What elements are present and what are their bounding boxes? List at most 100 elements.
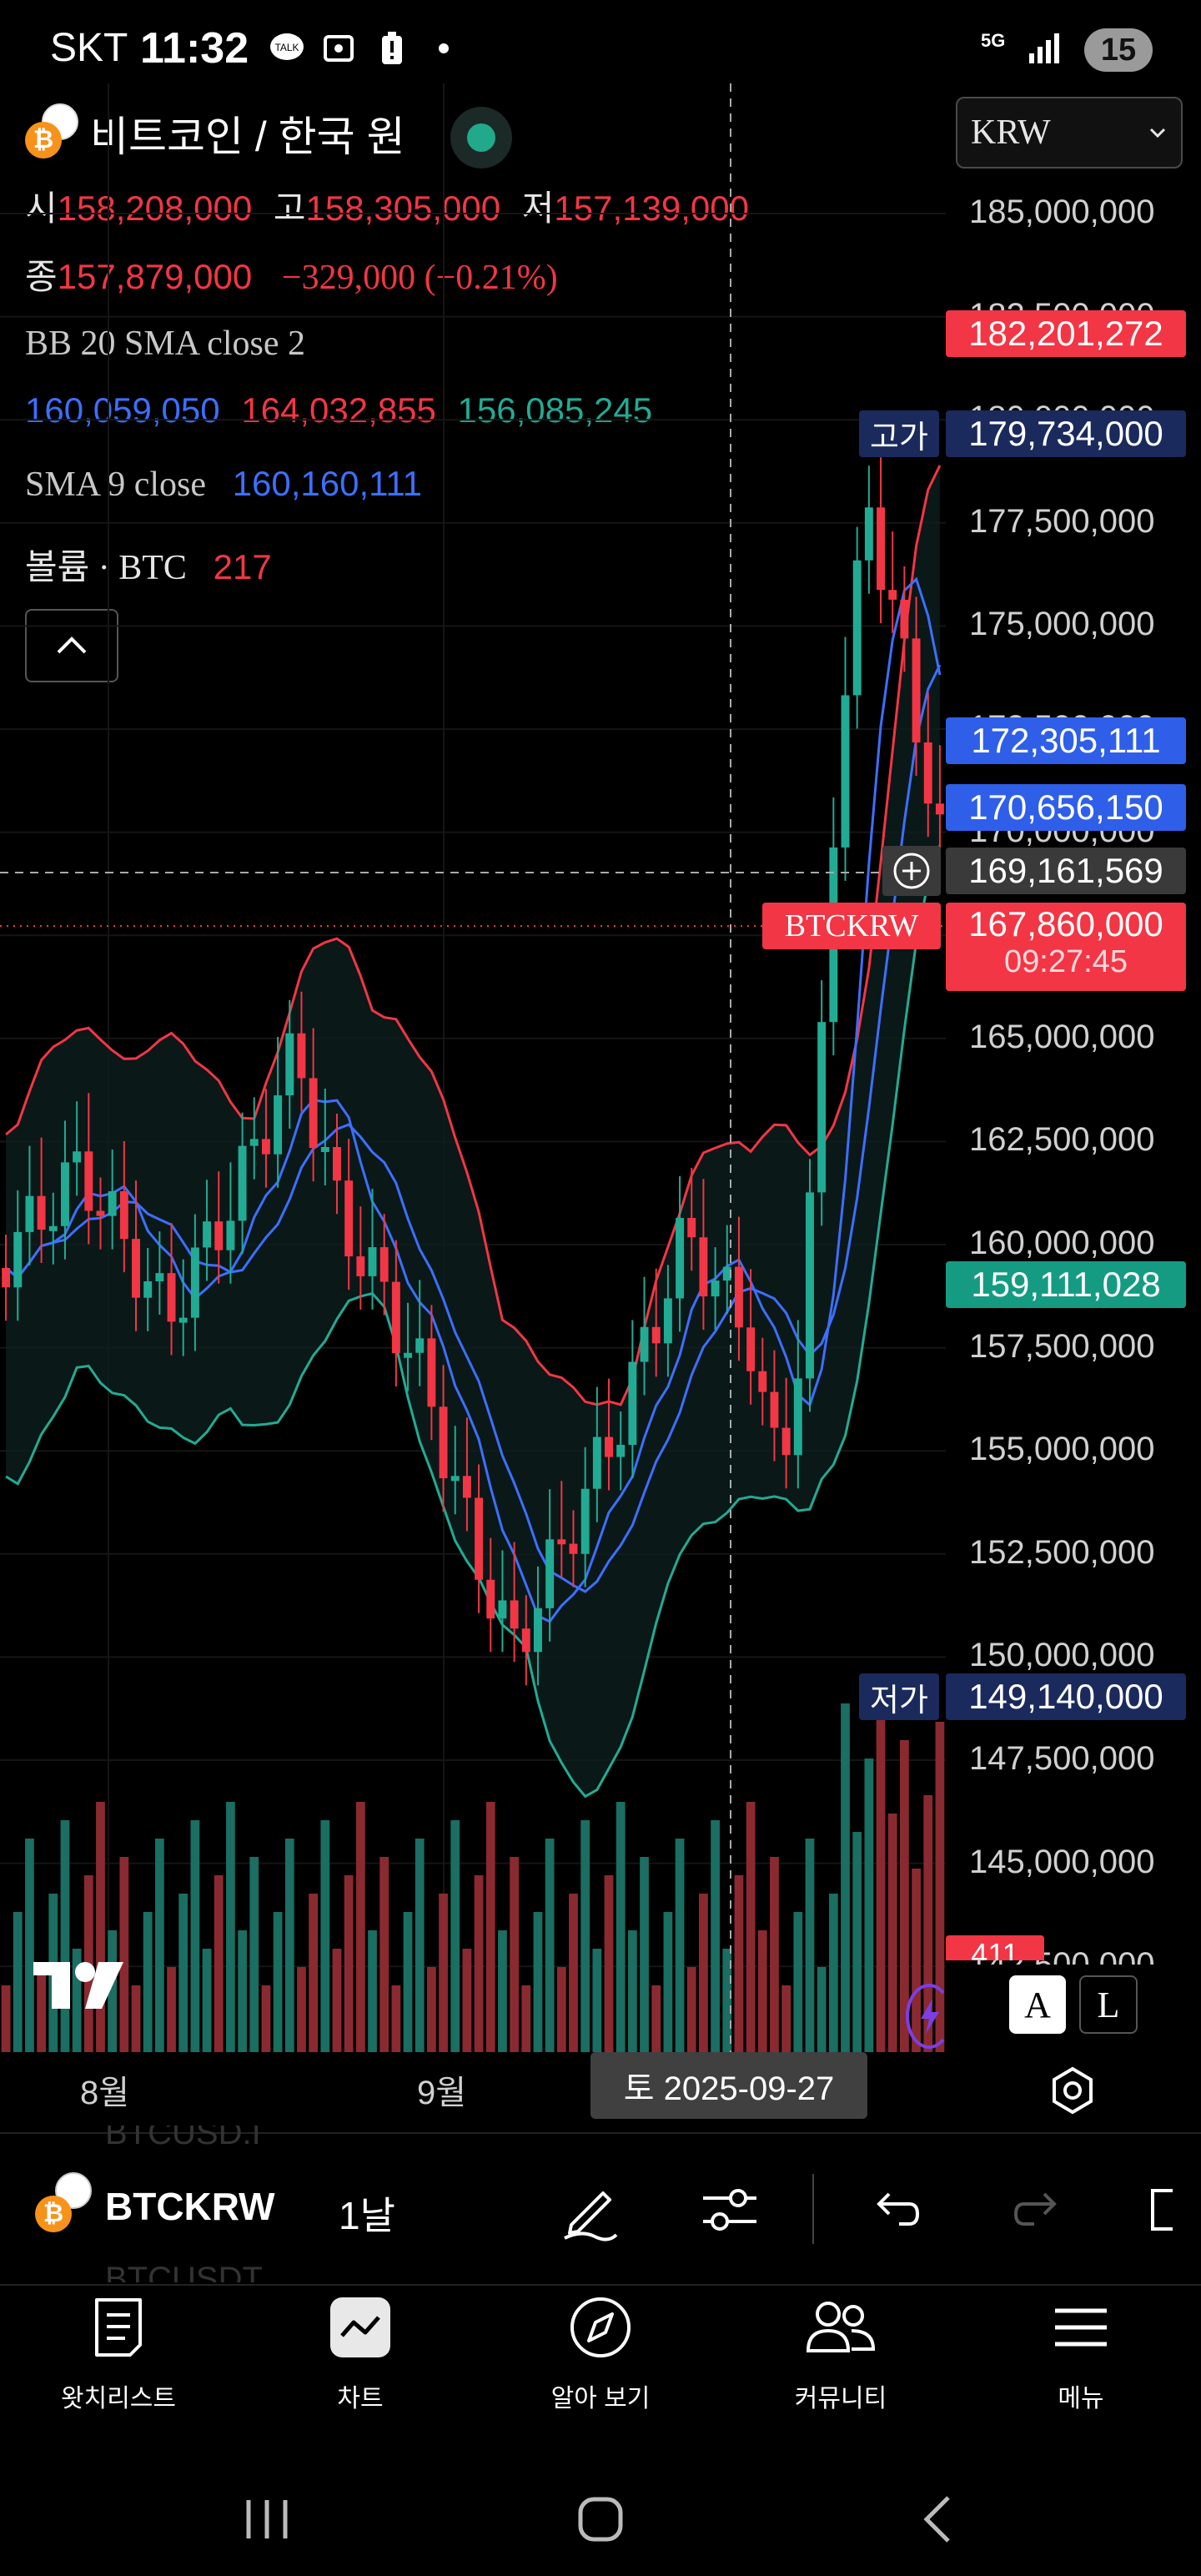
candle-body	[226, 1220, 235, 1250]
nav-explore[interactable]: 알아 보기	[517, 2286, 684, 2414]
candle-body	[923, 742, 932, 804]
volume-bar	[427, 1967, 436, 2052]
svg-text:TALK: TALK	[274, 42, 299, 53]
volume-bar	[627, 1930, 637, 2052]
candle-body	[605, 1436, 613, 1457]
add-alert-button[interactable]	[882, 846, 941, 896]
sma-value: 160,160,111	[232, 464, 423, 503]
high-value: 158,305,000	[305, 189, 501, 228]
nav-chart[interactable]: 차트	[277, 2286, 444, 2414]
volume-bar	[238, 1930, 247, 2052]
volume-bar	[569, 1894, 578, 2052]
volume-bar	[616, 1802, 626, 2052]
volume-bar	[686, 1967, 696, 2052]
volume-bar	[190, 1820, 200, 2052]
candle-body	[274, 1095, 283, 1155]
lightning-icon[interactable]	[906, 1984, 952, 2049]
auto-scale-button[interactable]: A	[1009, 1975, 1066, 2034]
volume-bar	[37, 1967, 46, 2052]
candle-body	[108, 1190, 117, 1216]
volume-bar	[167, 1967, 176, 2052]
redo-button[interactable]	[1001, 2172, 1076, 2247]
nav-label: 왓치리스트	[61, 2385, 176, 2412]
candle-body	[852, 560, 862, 696]
sma-row[interactable]: SMA 9 close 160,160,111	[25, 464, 422, 505]
fullscreen-button[interactable]	[1143, 2172, 1201, 2247]
candle-body	[912, 638, 921, 743]
volume-bar	[309, 1894, 319, 2052]
log-scale-button[interactable]: L	[1079, 1975, 1138, 2034]
candle-body	[61, 1162, 69, 1226]
market-open-dot-icon	[467, 123, 495, 152]
last-price-value: 167,860,000	[968, 904, 1163, 943]
candle-body	[84, 1151, 93, 1211]
symbol-title[interactable]: 비트코인 / 한국 원	[90, 113, 405, 160]
volume-bar	[699, 1894, 708, 2052]
volume-indicator-label: 볼륨 · BTC	[25, 549, 187, 587]
candle-body	[510, 1600, 519, 1629]
volume-bar	[415, 1839, 425, 2052]
home-button[interactable]	[550, 2478, 651, 2561]
dot-icon	[425, 30, 462, 67]
volume-bar	[368, 1930, 377, 2052]
bb-values-row: 160,059,050 164,032,855 156,085,245	[25, 390, 652, 430]
currency-select[interactable]: KRW	[956, 97, 1183, 169]
symbol-list-next[interactable]: BTCUSDT	[105, 2261, 263, 2282]
recent-apps-button[interactable]	[217, 2478, 317, 2561]
volume-bar	[320, 1820, 330, 2052]
candle-body	[427, 1338, 436, 1407]
volume-bar	[131, 1985, 141, 2052]
currency-select-value: KRW	[971, 113, 1051, 152]
volume-bar	[154, 1839, 164, 2052]
volume-bar	[439, 1894, 448, 2052]
volume-row[interactable]: 볼륨 · BTC 217	[25, 539, 272, 590]
volume-bar	[533, 1912, 543, 2052]
nav-community[interactable]: 커뮤니티	[757, 2286, 924, 2414]
bb-indicator-label[interactable]: BB 20 SMA close 2	[25, 325, 306, 363]
nav-label: 알아 보기	[550, 2385, 651, 2412]
symbol-list-prev[interactable]: BTCUSD.I	[105, 2126, 261, 2149]
candle-body	[356, 1256, 365, 1276]
collapse-legend-button[interactable]	[25, 609, 118, 682]
undo-button[interactable]	[857, 2172, 932, 2247]
price-axis-tick: 177,500,000	[969, 502, 1155, 540]
candle-body	[379, 1247, 389, 1282]
candle-body	[132, 1239, 140, 1298]
drawing-tools-button[interactable]	[552, 2172, 627, 2247]
candle-body	[368, 1247, 377, 1276]
candle-body	[746, 1327, 756, 1371]
volume-bar	[580, 1820, 590, 2052]
back-button[interactable]	[887, 2478, 987, 2561]
candle-body	[806, 1192, 814, 1379]
nav-menu[interactable]: 메뉴	[997, 2286, 1164, 2414]
candle-body	[261, 1139, 270, 1155]
chart-settings-button[interactable]	[1046, 2064, 1099, 2117]
talk-notification-icon: TALK	[269, 30, 305, 67]
volume-bar	[864, 1758, 874, 2052]
status-bar: SKT 11:32 TALK 5G 15	[0, 0, 1201, 100]
volume-bar	[805, 1839, 815, 2052]
tradingview-logo[interactable]	[30, 1955, 130, 2014]
price-chart[interactable]	[0, 83, 946, 2052]
interval-button[interactable]: 1날	[339, 2194, 395, 2237]
volume-bar	[793, 1912, 803, 2052]
carrier-label: SKT	[50, 26, 128, 70]
candle-body	[486, 1579, 495, 1619]
price-axis-tick: 155,000,000	[969, 1431, 1155, 1468]
high-label: 고	[273, 189, 306, 228]
volume-bar	[640, 1857, 649, 2052]
nav-watchlist[interactable]: 왓치리스트	[35, 2286, 202, 2414]
candle-body	[73, 1151, 82, 1163]
candle-body	[498, 1600, 507, 1619]
candle-body	[190, 1247, 199, 1318]
volume-bar	[545, 1839, 555, 2052]
candle-body	[864, 507, 873, 561]
bb-lower-price-label: 159,111,028	[946, 1261, 1186, 1308]
volume-bar	[226, 1802, 235, 2052]
indicators-button[interactable]	[692, 2172, 767, 2247]
candle-body	[320, 1147, 329, 1153]
candle-body	[722, 1266, 731, 1281]
volume-bar	[13, 1912, 23, 2052]
toolbar-symbol[interactable]: BTCKRW	[105, 2185, 275, 2228]
volume-bar	[510, 1857, 519, 2052]
